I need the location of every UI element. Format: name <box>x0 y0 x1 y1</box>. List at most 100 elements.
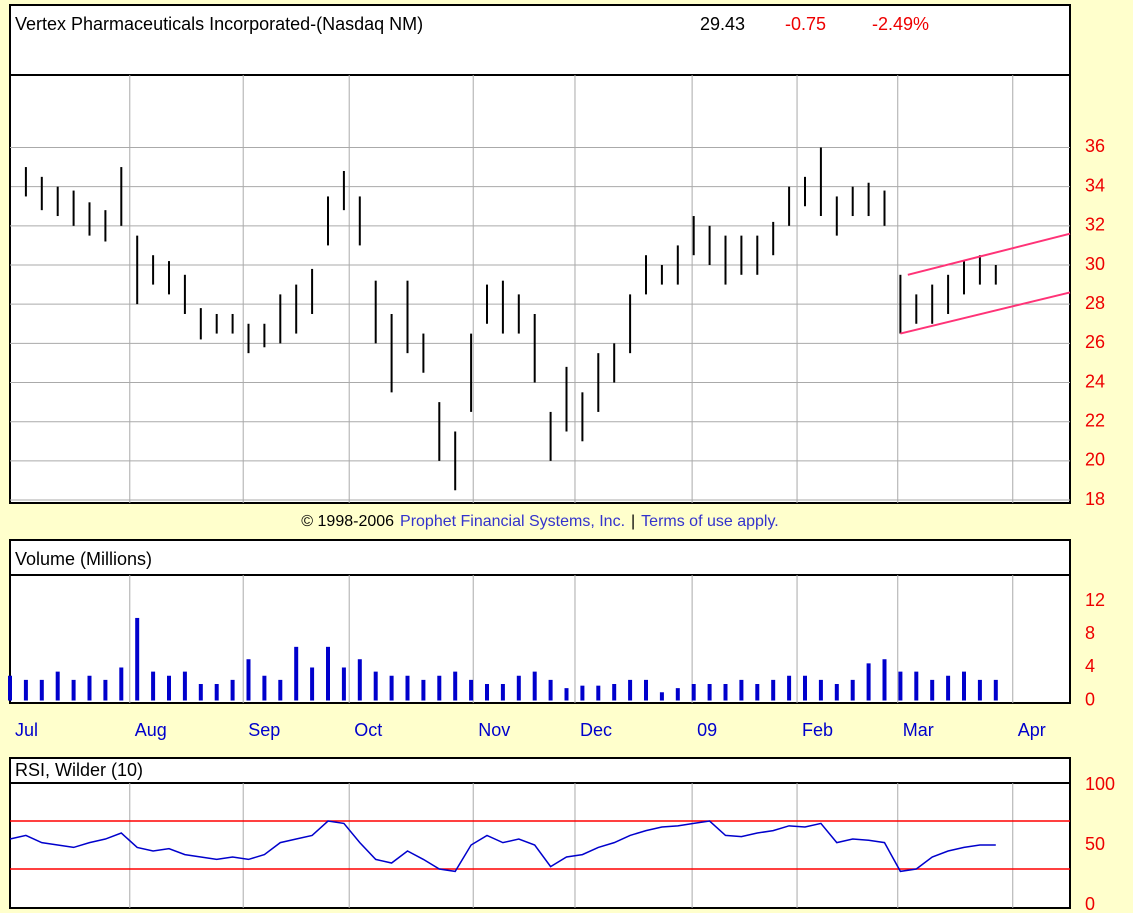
volume-bar <box>628 679 633 701</box>
copyright-sep: | <box>631 513 635 530</box>
volume-bar <box>803 675 807 701</box>
panel-title: Vertex Pharmaceuticals Incorporated-(Nas… <box>15 14 423 34</box>
volume-bar <box>485 684 489 701</box>
volume-bar <box>437 675 442 701</box>
volume-bar <box>723 684 728 701</box>
volume-bar <box>230 679 235 701</box>
volume-bar <box>278 679 283 701</box>
volume-bar <box>675 688 680 701</box>
x-tick-label: Dec <box>580 720 612 740</box>
volume-bar <box>739 679 744 701</box>
volume-bar <box>564 688 569 701</box>
volume-bar <box>580 685 585 701</box>
volume-bar <box>198 684 203 701</box>
rsi-line <box>9 820 996 873</box>
volume-bar <box>135 617 140 701</box>
panel-title: Volume (Millions) <box>15 549 152 569</box>
volume-bar <box>119 667 124 701</box>
volume-bar <box>39 679 44 701</box>
volume-bar <box>326 646 330 701</box>
y-tick-label: 12 <box>1085 590 1105 610</box>
volume-bar <box>453 671 458 701</box>
volume-bar <box>977 679 982 701</box>
panel <box>9 4 1071 504</box>
volume-bar <box>262 675 267 701</box>
price-change: -0.75 <box>785 14 826 34</box>
volume-bar <box>882 659 887 701</box>
volume-bar <box>71 679 76 701</box>
price-change-pct: -2.49% <box>872 14 929 34</box>
volume-bar <box>691 684 696 701</box>
copyright-company: Prophet Financial Systems, Inc. <box>400 513 625 530</box>
volume-bar <box>103 679 108 701</box>
copyright-terms: Terms of use apply. <box>641 513 779 530</box>
volume-bar <box>771 679 776 701</box>
y-tick-label: 30 <box>1085 254 1105 274</box>
x-tick-label: Oct <box>354 720 382 740</box>
y-tick-label: 26 <box>1085 332 1105 352</box>
volume-bar <box>294 646 299 701</box>
y-tick-label: 4 <box>1085 656 1095 676</box>
volume-bar <box>596 685 601 701</box>
volume-bar <box>866 663 871 701</box>
volume-bar <box>914 671 919 701</box>
volume-bar <box>516 675 521 701</box>
volume-bar <box>310 667 315 701</box>
volume-bar <box>787 675 792 701</box>
volume-bar <box>182 671 187 701</box>
volume-bar <box>167 675 171 701</box>
volume-bar <box>818 679 823 701</box>
y-tick-label: 20 <box>1085 450 1105 470</box>
volume-bar <box>341 667 346 701</box>
y-tick-label: 0 <box>1085 894 1095 913</box>
volume-bar <box>389 675 394 701</box>
y-tick-label: 100 <box>1085 774 1115 794</box>
volume-bar <box>87 675 92 701</box>
x-tick-label: Feb <box>802 720 833 740</box>
x-tick-label: Mar <box>903 720 934 740</box>
volume-bar <box>532 671 537 701</box>
x-tick-label: Jul <box>15 720 38 740</box>
volume-bar <box>373 671 378 701</box>
y-tick-label: 22 <box>1085 410 1105 430</box>
volume-bar <box>548 679 553 701</box>
y-tick-label: 24 <box>1085 371 1105 391</box>
y-tick-label: 36 <box>1085 136 1105 156</box>
volume-bar <box>993 679 998 701</box>
volume-bar <box>246 659 251 701</box>
panel-title: RSI, Wilder (10) <box>15 760 143 780</box>
channel-line <box>907 232 1071 276</box>
y-tick-label: 32 <box>1085 215 1105 235</box>
volume-bar <box>755 684 760 701</box>
x-tick-label: Apr <box>1018 720 1046 740</box>
volume-bar <box>151 671 156 701</box>
volume-bar <box>644 679 648 701</box>
volume-bar <box>946 675 951 701</box>
y-tick-label: 8 <box>1085 623 1095 643</box>
y-tick-label: 0 <box>1085 689 1095 709</box>
y-tick-label: 28 <box>1085 293 1105 313</box>
volume-bar <box>55 671 60 701</box>
volume-bar <box>612 684 617 701</box>
copyright-years: © 1998-2006 <box>301 513 394 530</box>
x-tick-label: Aug <box>135 720 167 740</box>
last-price: 29.43 <box>700 14 745 34</box>
volume-bar <box>357 659 362 701</box>
volume-bar <box>500 684 505 701</box>
volume-bar <box>421 679 426 701</box>
volume-bar <box>214 684 219 701</box>
volume-bar <box>898 671 903 701</box>
y-tick-label: 18 <box>1085 489 1105 509</box>
volume-bar <box>850 679 855 701</box>
volume-bar <box>469 679 474 701</box>
volume-bar <box>962 671 966 701</box>
y-tick-label: 34 <box>1085 175 1105 195</box>
panel <box>9 757 1071 909</box>
volume-bar <box>23 679 28 701</box>
volume-bar <box>834 684 839 701</box>
volume-bar <box>405 675 410 701</box>
volume-bar <box>659 692 664 701</box>
x-tick-label: Nov <box>478 720 510 740</box>
x-tick-label: 09 <box>697 720 717 740</box>
